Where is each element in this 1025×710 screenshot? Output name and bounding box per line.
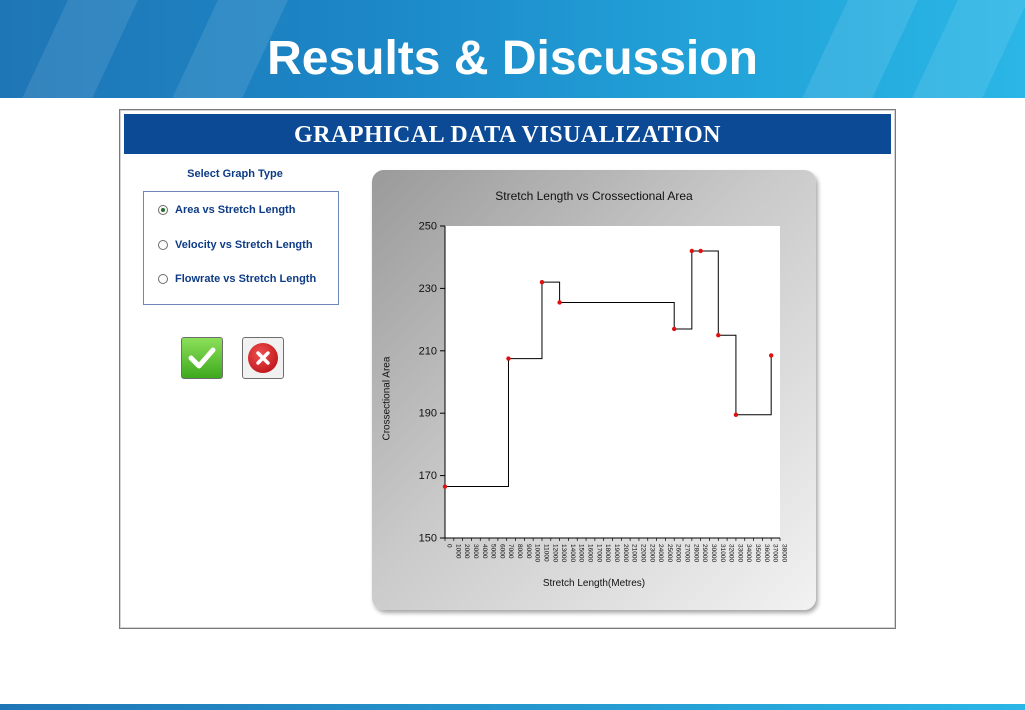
x-tick-label: 11000 (542, 544, 549, 562)
data-point (506, 356, 511, 361)
y-tick-label: 170 (419, 470, 437, 482)
x-tick-label: 13000 (560, 544, 567, 562)
x-tick-label: 5000 (490, 544, 497, 559)
x-tick-label: 26000 (675, 544, 682, 562)
graph-type-label: Select Graph Type (187, 168, 283, 180)
x-tick-label: 16000 (587, 544, 594, 562)
footer-strip (0, 704, 1025, 710)
y-tick-label: 210 (419, 345, 437, 357)
x-tick-label: 17000 (595, 544, 602, 562)
y-tick-label: 230 (419, 283, 437, 295)
data-point (557, 300, 562, 305)
close-icon (248, 343, 278, 373)
y-axis-label: Crossectional Area (381, 356, 393, 441)
step-chart: 150 170 190 210 230 250 0 1000 2000 3000 4000 5000 6… (419, 221, 788, 563)
x-tick-label: 23000 (648, 544, 655, 562)
x-tick-label: 7000 (507, 544, 514, 559)
data-point (716, 333, 721, 338)
x-tick-label: 29000 (701, 544, 708, 562)
window-title: GRAPHICAL DATA VISUALIZATION (124, 114, 891, 154)
radio-area-vs-stretch-length[interactable]: Area vs Stretch Length (158, 202, 295, 218)
x-tick-label: 36000 (763, 544, 770, 562)
data-point (698, 248, 703, 254)
plot-area (445, 226, 780, 538)
data-point (672, 326, 677, 332)
x-tick-label: 3000 (472, 544, 479, 559)
x-tick-label: 15000 (578, 544, 585, 562)
x-tick-label: 34000 (745, 544, 752, 562)
chart-title: Stretch Length vs Crossectional Area (495, 189, 693, 203)
data-point (539, 279, 545, 285)
x-tick-label: 22000 (639, 544, 646, 562)
x-tick-label: 18000 (604, 544, 611, 562)
x-tick-label: 4000 (481, 544, 488, 559)
x-tick-label: 33000 (736, 544, 743, 562)
x-tick-label: 24000 (657, 544, 664, 562)
graph-type-group: Area vs Stretch Length Velocity vs Stret… (143, 191, 339, 305)
x-tick-label: 35000 (754, 544, 761, 562)
y-tick-label: 150 (419, 533, 437, 545)
x-axis-label: Stretch Length(Metres) (542, 578, 646, 589)
x-tick-label: 32000 (728, 544, 735, 562)
x-tick-label: 31000 (719, 544, 726, 562)
radio-velocity-vs-stretch-length[interactable]: Velocity vs Stretch Length (158, 237, 313, 253)
x-tick-label: 6000 (498, 544, 505, 559)
x-tick-label: 28000 (692, 544, 699, 562)
data-point (689, 248, 695, 254)
x-tick-label: 1000 (454, 544, 461, 559)
radio-checked-icon[interactable] (158, 205, 168, 215)
slide-title: Results & Discussion (267, 32, 758, 85)
x-tick-label: 30000 (710, 544, 717, 562)
y-tick-label: 190 (419, 408, 437, 420)
x-tick-label: 9000 (525, 544, 532, 559)
chart-panel: Stretch Length vs Crossectional Area 150… (372, 170, 816, 610)
radio-unchecked-icon[interactable] (158, 274, 168, 284)
radio-flowrate-vs-stretch-length[interactable]: Flowrate vs Stretch Length (158, 271, 316, 287)
x-tick-label: 8000 (516, 544, 523, 559)
x-tick-label: 2000 (463, 544, 470, 559)
x-tick-label: 12000 (551, 544, 558, 562)
radio-label: Area vs Stretch Length (175, 204, 296, 216)
y-tick-label: 250 (419, 221, 437, 233)
x-tick-label: 19000 (613, 544, 620, 562)
radio-label: Velocity vs Stretch Length (175, 239, 313, 251)
x-tick-label: 37000 (772, 544, 779, 562)
radio-unchecked-icon[interactable] (158, 240, 168, 250)
data-point (768, 353, 774, 358)
visualization-window: GRAPHICAL DATA VISUALIZATION Select Grap… (119, 109, 896, 629)
x-tick-label: 21000 (631, 544, 638, 562)
x-tick-label: 14000 (569, 544, 576, 562)
x-tick-label: 38000 (781, 544, 788, 562)
x-tick-label: 0 (446, 544, 453, 548)
ok-button[interactable] (181, 337, 223, 379)
check-icon (188, 347, 216, 369)
x-tick-label: 20000 (622, 544, 629, 562)
data-point (733, 412, 739, 417)
x-tick-label: 10000 (534, 544, 541, 562)
cancel-button[interactable] (242, 337, 284, 379)
radio-label: Flowrate vs Stretch Length (175, 273, 317, 285)
slide-header: Results & Discussion (0, 0, 1025, 98)
x-tick-label: 25000 (666, 544, 673, 562)
x-tick-label: 27000 (684, 544, 691, 562)
data-point (442, 484, 448, 489)
series-line (445, 250, 772, 488)
